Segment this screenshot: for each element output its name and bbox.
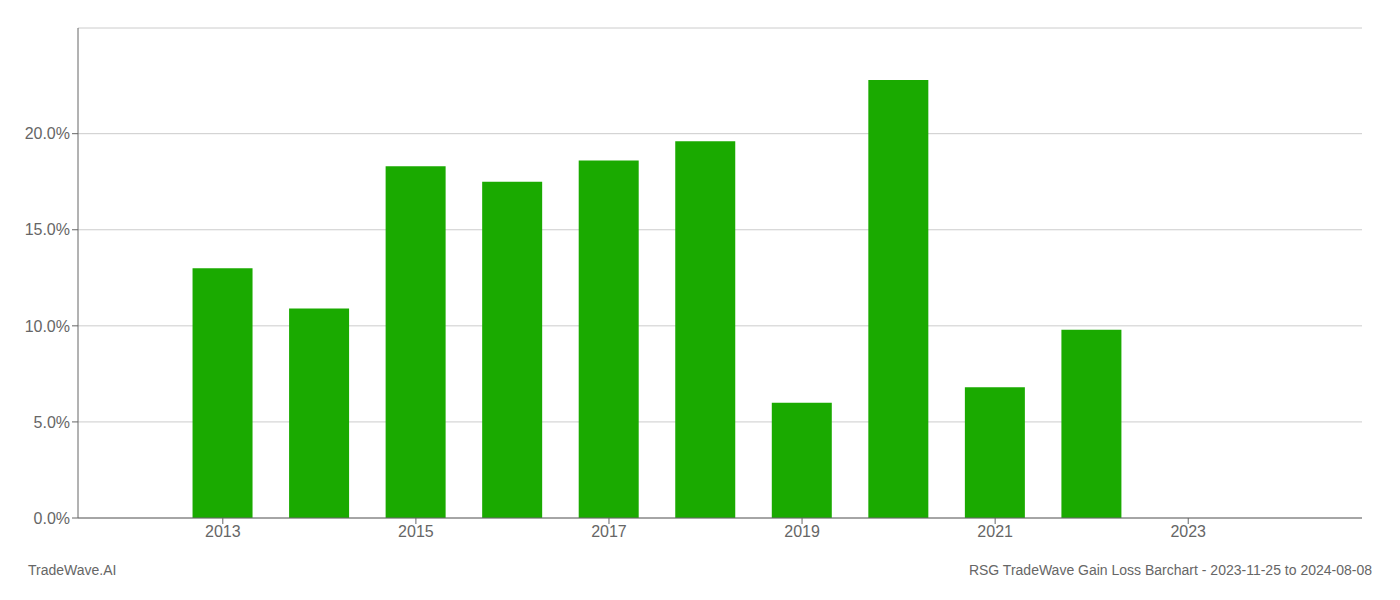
html-text:TradeWave.AI: TradeWave.AI	[28, 562, 117, 578]
svg-text:2015: 2015	[398, 523, 434, 540]
svg-text:2013: 2013	[205, 523, 241, 540]
svg-text:10.0%: 10.0%	[25, 318, 70, 335]
svg-text:2023: 2023	[1170, 523, 1206, 540]
svg-text:2019: 2019	[784, 523, 820, 540]
html-text:RSG TradeWave Gain Loss Barcha: RSG TradeWave Gain Loss Barchart - 2023-…	[968, 562, 1372, 578]
svg-text:0.0%: 0.0%	[34, 510, 70, 527]
svg-text:5.0%: 5.0%	[34, 414, 70, 431]
svg-text:20.0%: 20.0%	[25, 125, 70, 142]
svg-text:2021: 2021	[977, 523, 1013, 540]
svg-text:2017: 2017	[591, 523, 627, 540]
svg-text:15.0%: 15.0%	[25, 221, 70, 238]
